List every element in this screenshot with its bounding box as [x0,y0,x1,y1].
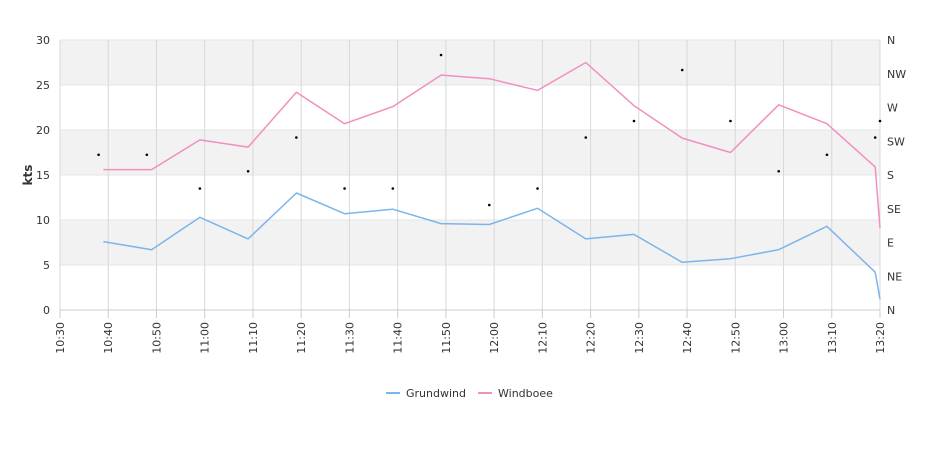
legend-label: Grundwind [406,387,466,400]
direction-point [246,169,250,173]
direction-point [343,187,346,190]
y2-tick-label: SE [887,203,901,216]
legend: Grundwind Windboee [386,387,553,400]
x-tick-label: 12:00 [488,322,501,354]
direction-point [584,136,588,139]
y-tick-label: 10 [36,214,50,227]
y-tick-label: 15 [36,169,50,182]
direction-point [632,119,636,123]
direction-point [825,153,829,157]
direction-point [729,119,732,123]
legend-item-grundwind[interactable]: Grundwind [386,387,466,400]
y-tick-label: 20 [36,124,50,137]
x-tick-label: 13:10 [826,322,839,354]
direction-point [536,187,539,190]
plot-bands [60,40,880,265]
series-line-windboee [103,61,881,229]
direction-point [97,153,100,157]
y2-tick-label: NE [887,270,902,283]
x-tick-label: 11:50 [440,322,453,354]
y-tick-label: 5 [43,259,50,272]
y2-tick-label: NW [887,68,906,81]
y-tick-label: 30 [36,34,50,47]
x-tick-label: 11:10 [247,322,260,354]
x-axis: 10:30 10:40 10:50 11:00 11:10 11:20 11:30 11:40… [54,309,887,354]
plot-band [60,220,880,265]
legend-label: Windboee [498,387,553,400]
direction-point [487,203,491,207]
direction-point [145,153,149,157]
grid-lines [59,39,881,311]
x-tick-label: 12:10 [536,322,549,354]
y2-tick-label: W [887,102,898,115]
x-tick-label: 11:20 [295,322,308,354]
y2-tick-label: SW [887,135,905,148]
x-tick-label: 13:20 [874,322,887,354]
x-tick-label: 12:30 [633,322,646,354]
x-tick-label: 11:40 [392,322,405,354]
direction-point [873,136,877,139]
x-tick-label: 10:50 [150,322,163,354]
direction-point [391,187,395,190]
x-tick-label: 11:00 [199,322,212,354]
y-tick-label: 25 [36,79,50,92]
y2-tick-label: N [887,34,895,47]
series-lines [103,61,881,300]
x-tick-label: 12:20 [585,322,598,354]
x-tick-label: 10:40 [102,322,115,354]
y-axis-title: kts [21,165,35,186]
x-tick-label: 11:30 [343,322,356,354]
direction-point [878,119,882,123]
y2-tick-label: E [887,237,894,250]
legend-item-windboee[interactable]: Windboee [478,387,553,400]
direction-point [777,169,781,173]
direction-points [97,53,882,207]
y2-tick-label: S [887,169,894,182]
x-tick-label: 13:00 [778,322,791,354]
plot-band [60,130,880,175]
y-tick-label: 0 [43,304,50,317]
plot-band [60,40,880,85]
direction-point [295,136,298,139]
y2-axis: N NE E SE S SW W NW N [887,34,906,317]
x-tick-label: 12:50 [729,322,742,354]
x-tick-label: 12:40 [681,322,694,354]
direction-point [198,187,202,190]
direction-point [680,68,684,72]
series-line-grundwind [103,192,881,300]
x-tick-label: 10:30 [54,322,67,354]
direction-point [439,53,443,57]
y2-tick-label: N [887,304,895,317]
y-axis: 0 5 10 15 20 25 30 [36,34,50,317]
